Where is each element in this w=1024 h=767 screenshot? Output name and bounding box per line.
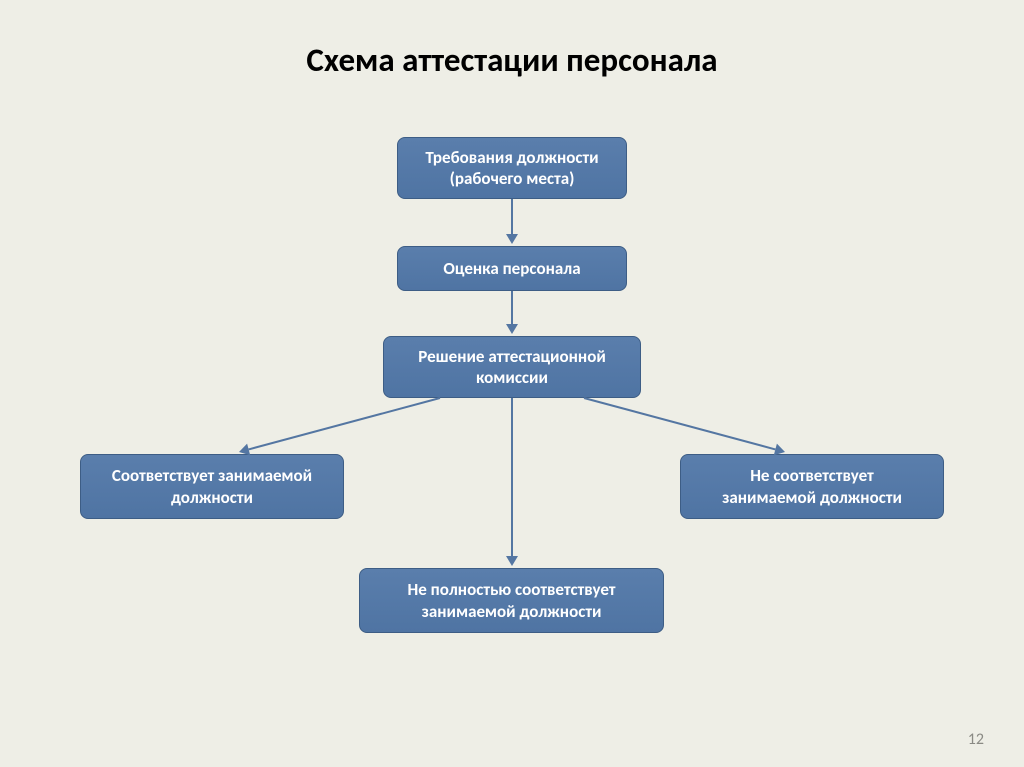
flow-node-requirements: Требования должности(рабочего места) <box>397 137 627 199</box>
flow-node-conforms: Соответствует занимаемойдолжности <box>80 454 344 519</box>
flow-node-label: Не соответствуетзанимаемой должности <box>722 465 902 508</box>
page-title: Схема аттестации персонала <box>0 40 1024 80</box>
flow-node-committee-decision: Решение аттестационнойкомиссии <box>383 336 641 398</box>
page-number: 12 <box>968 730 984 749</box>
flow-node-partially-conforms: Не полностью соответствуетзанимаемой дол… <box>359 568 664 633</box>
flow-node-not-conforms: Не соответствуетзанимаемой должности <box>680 454 944 519</box>
flow-node-evaluation: Оценка персонала <box>397 246 627 291</box>
flow-node-label: Не полностью соответствуетзанимаемой дол… <box>408 579 616 622</box>
flow-node-label: Требования должности(рабочего места) <box>425 147 598 190</box>
flow-node-label: Оценка персонала <box>443 258 580 279</box>
flow-node-label: Соответствует занимаемойдолжности <box>112 465 312 508</box>
flow-node-label: Решение аттестационнойкомиссии <box>418 346 606 389</box>
